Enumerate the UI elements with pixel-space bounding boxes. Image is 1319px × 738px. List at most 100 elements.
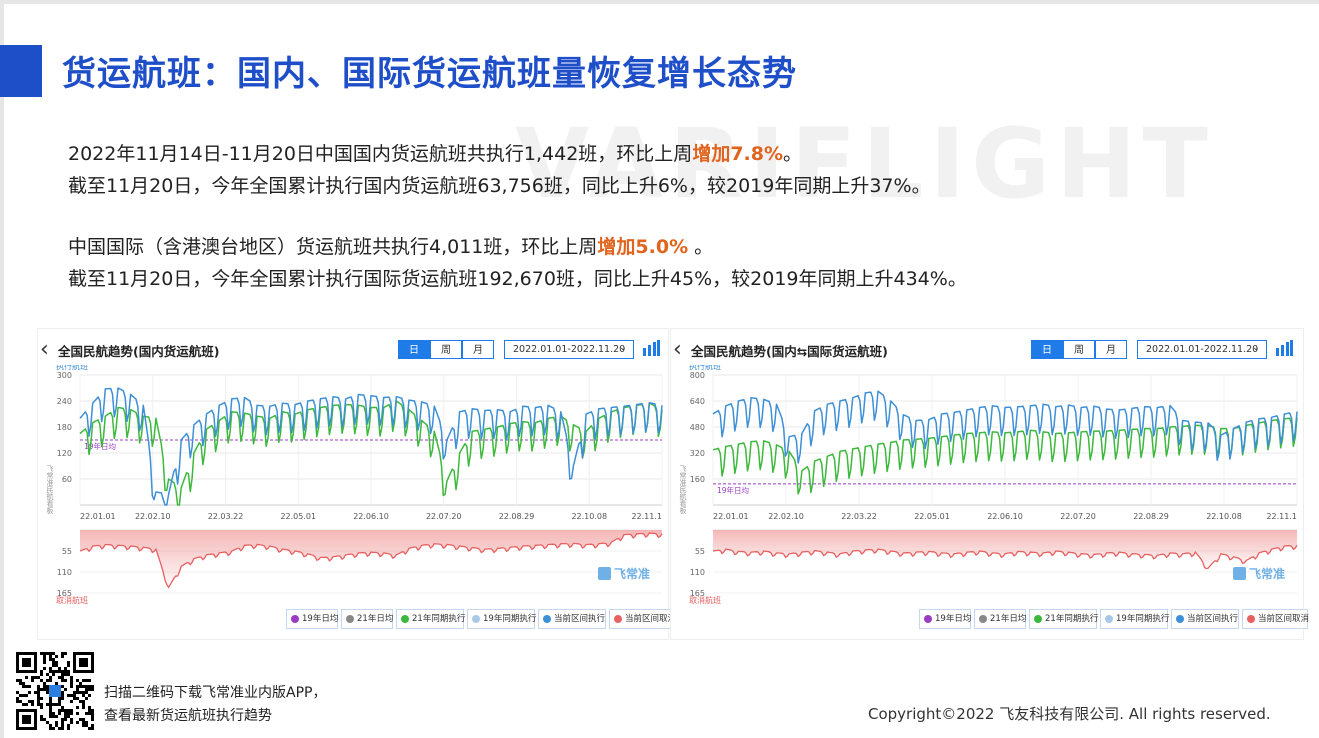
copyright: Copyright©2022 飞友科技有限公司. All rights rese… [868,705,1271,723]
qr-module [91,718,94,721]
qr-module [25,676,28,679]
bar-chart-icon[interactable] [1275,340,1293,356]
bar-chart-icon[interactable] [642,340,660,356]
qr-module [37,691,40,694]
legend-item[interactable]: 当前区间取消 [1242,609,1309,629]
qr-module [61,697,64,700]
qr-module [91,727,94,730]
qr-module [82,721,85,724]
qr-module [16,691,19,694]
x-tick-label: 22.03.22 [208,512,244,521]
qr-module [22,703,25,706]
qr-module [67,709,70,712]
legend-item[interactable]: 19年日均 [919,609,971,629]
qr-module [67,673,70,676]
qr-module [88,688,91,691]
chart-header: ‹ 全国民航趋势(国内⇆国际货运航班) 日 周 月 2022.01.01-202… [671,329,1303,369]
seg-month-button[interactable]: 月 [1095,340,1127,359]
legend-item[interactable]: 19年日均 [286,609,338,629]
cancel-tick-label: 165 [690,589,705,598]
paragraph-1-highlight: 增加7.8% [692,143,784,165]
legend-dot-icon [614,615,622,623]
qr-module [43,655,46,658]
qr-module [31,700,34,703]
qr-module [16,700,19,703]
back-icon[interactable]: ‹ [40,337,49,362]
legend-dot-icon [1176,615,1184,623]
qr-module [91,685,94,688]
paragraph-2-text: 截至11月20日，今年全国累计执行国内货运航班63,756班，同比上升6%，较2… [68,175,931,197]
legend-item[interactable]: 19年同期执行 [1100,609,1169,629]
qr-module [43,682,46,685]
qr-module [52,664,55,667]
legend-item[interactable]: 当前区间取消 [609,609,677,629]
legend-item[interactable]: 当前区间执行 [1171,609,1239,629]
seg-month-button[interactable]: 月 [462,340,494,359]
qr-module [82,700,85,703]
qr-module [73,694,76,697]
qr-module [91,712,94,715]
qr-code[interactable] [16,652,94,730]
qr-module [76,721,79,724]
legend-item[interactable]: 21年同期执行 [1029,609,1098,629]
seg-week-button[interactable]: 周 [1063,340,1095,359]
legend-item[interactable]: 当前区间执行 [538,609,606,629]
qr-module [82,694,85,697]
legend-label: 19年日均 [302,614,339,624]
date-range-select[interactable]: 2022.01.01-2022.11.20 ⌄ [1137,340,1267,359]
qr-module [61,655,64,658]
cancel-axis-label: 取消航班 [56,595,88,605]
brand-logo-icon [1233,567,1246,580]
qr-module [19,694,22,697]
qr-module [58,712,61,715]
legend-label: 19年日均 [935,614,972,624]
legend-dot-icon [472,615,480,623]
qr-module [55,661,58,664]
qr-module [70,694,73,697]
seg-day-button[interactable]: 日 [398,340,430,359]
qr-module [82,724,85,727]
qr-module [61,727,64,730]
qr-module [40,688,43,691]
legend-label: 19年同期执行 [483,614,537,624]
qr-module [61,709,64,712]
x-tick-label: 22.11.1 [631,512,662,521]
qr-module [43,685,46,688]
x-tick-label: 22.05.01 [914,512,950,521]
paragraph-2: 截至11月20日，今年全国累计执行国内货运航班63,756班，同比上升6%，较2… [68,170,931,202]
qr-module [61,694,64,697]
legend-item[interactable]: 21年同期执行 [396,609,466,629]
paragraph-1-end: 。 [783,143,803,165]
qr-module [70,721,73,724]
qr-module [64,670,67,673]
chart-header: ‹ 全国民航趋势(国内货运航班) 日 周 月 2022.01.01-2022.1… [38,329,668,369]
date-range-select[interactable]: 2022.01.01-2022.11.20 ⌄ [504,340,634,359]
x-tick-label: 22.07.20 [426,512,462,521]
qr-module [43,667,46,670]
series-line [79,387,663,506]
qr-module [64,652,67,655]
legend-item[interactable]: 21年日均 [341,609,393,629]
legend-item[interactable]: 19年同期执行 [467,609,537,629]
paragraph-1-text: 2022年11月14日-11月20日中国国内货运航班共执行1,442班，环比上周 [68,143,693,165]
qr-module [67,724,70,727]
legend-label: 21年日均 [990,614,1027,624]
paragraph-3-highlight: 增加5.0% [597,236,689,258]
qr-module [22,685,25,688]
qr-module [37,694,40,697]
qr-module [49,658,52,661]
legend-item[interactable]: 21年日均 [974,609,1026,629]
qr-module [79,682,82,685]
qr-module [22,682,25,685]
qr-module [70,679,73,682]
x-tick-label: 22.06.10 [987,512,1023,521]
qr-module [31,703,34,706]
back-icon[interactable]: ‹ [673,337,682,362]
seg-day-button[interactable]: 日 [1031,340,1063,359]
y-tick-label: 800 [690,371,705,380]
qr-module [49,712,52,715]
legend-label: 21年同期执行 [412,614,466,624]
seg-week-button[interactable]: 周 [430,340,462,359]
legend-label: 当前区间取消 [625,614,677,624]
qr-module [19,700,22,703]
